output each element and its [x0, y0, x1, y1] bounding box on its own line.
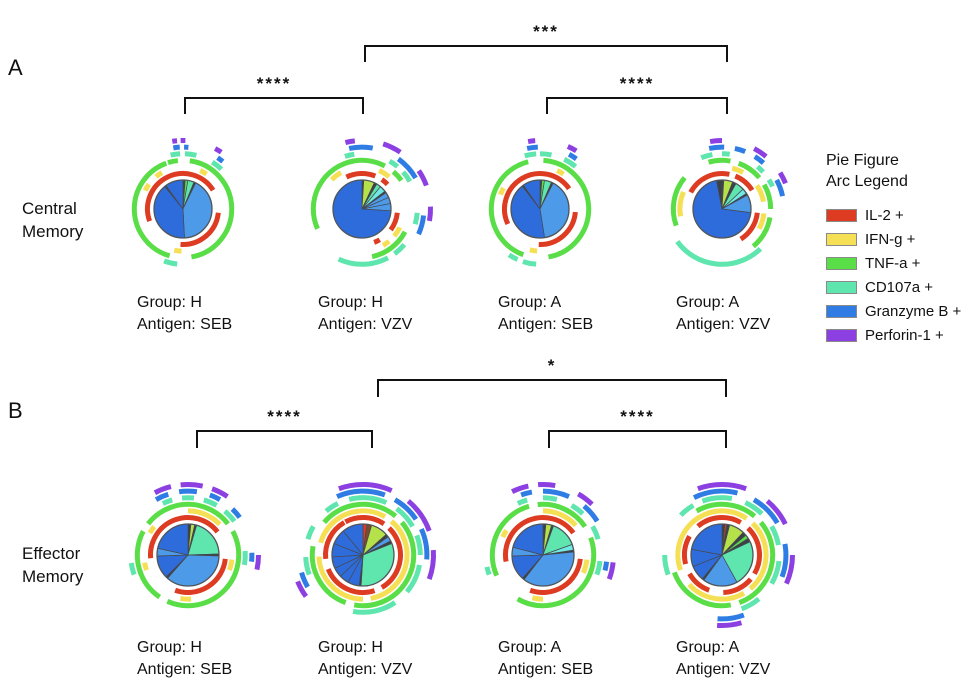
pie-label-group: Group: A [498, 294, 562, 311]
legend-title: Pie Figure Arc Legend [826, 150, 966, 192]
panel-a-label: A [8, 55, 23, 80]
perforin-1-color-swatch-icon [826, 328, 857, 342]
legend-title-line: Pie Figure [826, 152, 899, 169]
pie-chart-central-memory-a-seb [458, 127, 622, 291]
significance-stars: **** [619, 74, 655, 93]
significance-stars: **** [256, 74, 292, 93]
significance-bracket [377, 379, 727, 397]
pie-chart-effector-memory-a-vzv [640, 473, 804, 637]
pie-chart-effector-memory-a-seb [461, 473, 625, 637]
pie-label-antigen: Antigen: VZV [676, 316, 771, 333]
pie-label-antigen: Antigen: VZV [318, 661, 413, 678]
pie-chart-effector-memory-h-seb [106, 473, 270, 637]
pie-label-antigen: Antigen: SEB [498, 316, 594, 333]
granzyme-b-color-swatch-icon [826, 304, 857, 318]
significance-bracket [184, 97, 364, 114]
arc-legend: Pie Figure Arc Legend IL-2 + IFN-g + TNF… [826, 150, 966, 347]
legend-item-ifng: IFN-g + [826, 227, 966, 251]
legend-item-label: Granzyme B + [865, 302, 962, 320]
pie-chart-central-memory-h-vzv [280, 127, 444, 291]
row-label-effector-memory: Effector Memory [22, 542, 83, 588]
row-label-central-memory: Central Memory [22, 197, 83, 243]
pie-label-group: Group: H [137, 639, 202, 656]
significance-stars: **** [620, 407, 655, 426]
significance-bracket [196, 430, 373, 448]
significance-bracket [364, 45, 728, 62]
pie-label: Group: A Antigen: SEB [498, 637, 658, 681]
pie-label-group: Group: H [137, 294, 202, 311]
pie-chart-central-memory-h-seb [101, 127, 265, 291]
pie-chart-central-memory-a-vzv [640, 127, 804, 291]
row-label-line: Memory [22, 222, 84, 241]
pie-label: Group: H Antigen: VZV [318, 292, 478, 336]
legend-item-label: CD107a + [865, 278, 933, 296]
pie-label-group: Group: H [318, 294, 383, 311]
pie-label: Group: H Antigen: SEB [137, 637, 297, 681]
significance-stars: **** [267, 407, 302, 426]
significance-stars: * [547, 356, 557, 375]
legend-item-granzymeb: Granzyme B + [826, 299, 966, 323]
pie-label: Group: A Antigen: VZV [676, 637, 836, 681]
panel-b-label: B [8, 398, 23, 423]
tnfa-color-swatch-icon [826, 256, 857, 270]
legend-item-label: TNF-a + [865, 254, 921, 272]
cd107a-color-swatch-icon [826, 280, 857, 294]
pie-label-antigen: Antigen: SEB [498, 661, 594, 678]
pie-label-group: Group: A [676, 294, 740, 311]
pie-label-antigen: Antigen: SEB [137, 316, 233, 333]
legend-item-label: IFN-g + [865, 230, 916, 248]
pie-label: Group: A Antigen: SEB [498, 292, 658, 336]
pie-chart-effector-memory-h-vzv [281, 473, 445, 637]
row-label-line: Effector [22, 544, 81, 563]
pie-label-antigen: Antigen: VZV [676, 661, 771, 678]
row-label-line: Memory [22, 567, 84, 586]
significance-stars: *** [533, 22, 559, 41]
pie-label: Group: H Antigen: SEB [137, 292, 297, 336]
significance-bracket [548, 430, 727, 448]
il2-color-swatch-icon [826, 208, 857, 222]
legend-item-cd107a: CD107a + [826, 275, 966, 299]
legend-title-line: Arc Legend [826, 173, 908, 190]
legend-items: IL-2 + IFN-g + TNF-a + CD107a + Granzyme… [826, 203, 966, 347]
legend-item-label: Perforin-1 + [865, 326, 944, 344]
row-label-line: Central [22, 199, 77, 218]
pie-label-antigen: Antigen: SEB [137, 661, 233, 678]
pie-label-group: Group: A [676, 639, 740, 656]
pie-label-antigen: Antigen: VZV [318, 316, 413, 333]
significance-bracket [546, 97, 728, 114]
legend-item-label: IL-2 + [865, 206, 904, 224]
legend-item-perforin1: Perforin-1 + [826, 323, 966, 347]
pie-label-group: Group: A [498, 639, 562, 656]
pie-label: Group: A Antigen: VZV [676, 292, 836, 336]
pie-label-group: Group: H [318, 639, 383, 656]
legend-item-il2: IL-2 + [826, 203, 966, 227]
ifng-color-swatch-icon [826, 232, 857, 246]
pie-label: Group: H Antigen: VZV [318, 637, 478, 681]
legend-item-tnfa: TNF-a + [826, 251, 966, 275]
